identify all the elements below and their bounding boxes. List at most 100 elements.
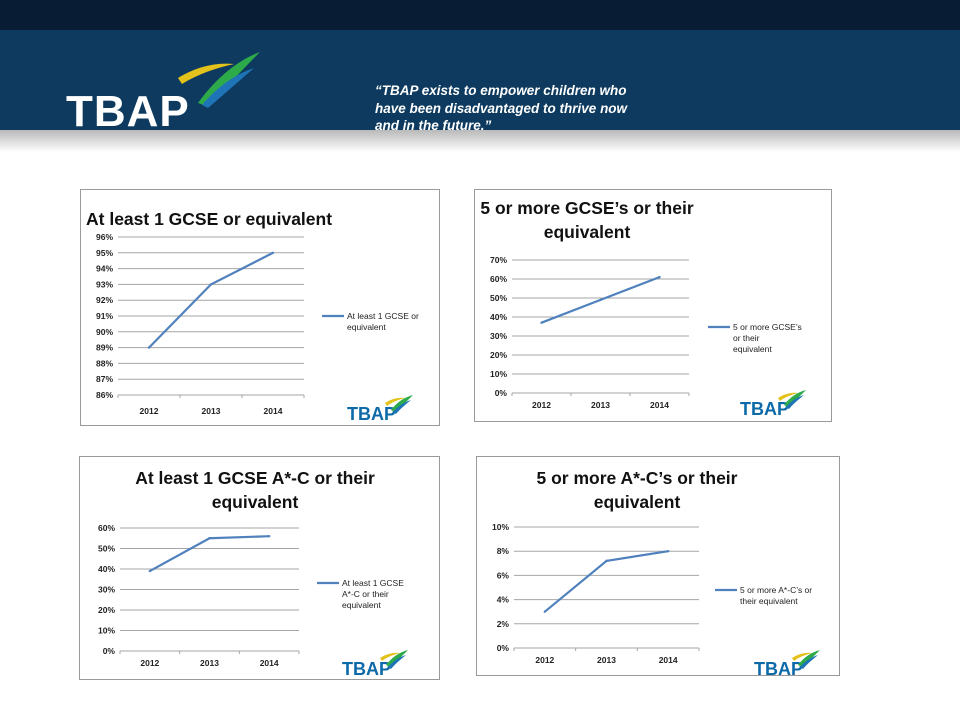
x-tick-label: 2013	[597, 655, 616, 665]
y-tick-label: 94%	[96, 264, 113, 274]
mini-logo-swoosh-yellow	[778, 392, 798, 401]
mission-quote: “TBAP exists to empower children who hav…	[375, 83, 628, 133]
line-chart: 0% 10% 20% 30% 40% 50% 60% 70% 2012 2013 2014 5 or …	[490, 255, 806, 419]
data-point	[271, 251, 275, 254]
chart-panel-gcse-ac-1: At least 1 GCSE A*-C or their equivalent…	[79, 456, 440, 680]
y-tick-label: 30%	[98, 585, 115, 595]
legend-label: 5 or more GCSE’s or their equivalent	[733, 322, 802, 354]
x-tick-label: 2014	[260, 658, 279, 668]
data-point	[267, 535, 271, 538]
y-tick-label: 91%	[96, 311, 113, 321]
chart-title: 5 or more GCSE’s or their equivalent	[480, 198, 694, 242]
y-tick-label: 50%	[490, 293, 507, 303]
y-tick-label: 0%	[497, 643, 510, 653]
chart-title: At least 1 GCSE A*-C or their equivalent	[135, 468, 375, 512]
chart-panel-gcse-5: 5 or more GCSE’s or their equivalent 0% 1…	[474, 189, 832, 422]
chart-title: At least 1 GCSE or equivalent	[86, 209, 333, 229]
legend-label: At least 1 GCSE or equivalent	[347, 311, 419, 332]
mini-logo-swoosh-green	[798, 650, 820, 667]
mini-logo-swoosh-yellow	[380, 652, 400, 661]
y-tick-label: 30%	[490, 331, 507, 341]
y-tick-label: 70%	[490, 255, 507, 265]
mini-logo-swoosh-blue	[388, 655, 406, 669]
mini-logo-swoosh-green	[391, 395, 413, 412]
mini-logo-swoosh-yellow	[792, 652, 812, 661]
chart-title: 5 or more A*-C’s or their equivalent	[536, 468, 738, 512]
y-tick-label: 96%	[96, 232, 113, 242]
y-tick-label: 0%	[495, 388, 508, 398]
header-banner: TBAP “TBAP exists to empower children wh…	[0, 30, 960, 134]
mini-logo-swoosh-blue	[800, 655, 818, 669]
x-tick-label: 2012	[535, 655, 554, 665]
legend-label: 5 or more A*-C’s or their equivalent	[740, 585, 812, 606]
y-tick-label: 86%	[96, 390, 113, 400]
y-tick-label: 4%	[497, 595, 510, 605]
y-tick-label: 60%	[490, 274, 507, 284]
y-tick-label: 2%	[497, 619, 510, 629]
line-chart: 0% 2% 4% 6% 8% 10% 2012 2013 2014 5 or more A*-C’…	[492, 522, 820, 675]
x-tick-label: 2013	[200, 658, 219, 668]
y-tick-label: 8%	[497, 546, 510, 556]
mini-logo-swoosh-blue	[393, 400, 411, 414]
mini-logo-text: TBAP	[342, 659, 391, 679]
logo-swoosh-blue	[202, 68, 254, 108]
y-tick-label: 50%	[98, 544, 115, 554]
x-tick-label: 2012	[140, 658, 159, 668]
y-tick-label: 10%	[98, 626, 115, 636]
mini-logo-swoosh-yellow	[385, 397, 405, 406]
y-tick-label: 90%	[96, 327, 113, 337]
y-tick-label: 6%	[497, 570, 510, 580]
mini-logo-text: TBAP	[740, 399, 789, 419]
data-point	[543, 610, 547, 613]
x-tick-label: 2012	[532, 400, 551, 410]
line-chart: 0% 10% 20% 30% 40% 50% 60% 2012 2013 2014 At least…	[98, 523, 408, 679]
x-tick-label: 2014	[659, 655, 678, 665]
top-strip	[0, 0, 960, 30]
x-tick-label: 2014	[650, 400, 669, 410]
y-tick-label: 20%	[98, 605, 115, 615]
tbap-mini-logo: TBAP	[740, 390, 806, 419]
data-point	[148, 569, 152, 573]
y-tick-label: 20%	[490, 350, 507, 360]
data-point	[208, 537, 211, 540]
data-point	[605, 559, 608, 563]
y-tick-label: 88%	[96, 358, 113, 368]
data-point	[209, 283, 213, 286]
mini-logo-text: TBAP	[347, 404, 396, 424]
y-tick-label: 0%	[103, 646, 116, 656]
tbap-mini-logo: TBAP	[342, 650, 408, 679]
logo-text: TBAP	[66, 87, 190, 134]
x-tick-label: 2012	[140, 406, 159, 416]
y-tick-label: 40%	[490, 312, 507, 322]
mini-logo-swoosh-blue	[786, 395, 804, 409]
y-tick-label: 10%	[492, 522, 509, 532]
x-tick-label: 2014	[264, 406, 283, 416]
data-point	[666, 550, 670, 553]
chart-panel-gcse-1: At least 1 GCSE or equivalent 86% 87% 88% 8…	[80, 189, 440, 426]
header-shadow	[0, 130, 960, 152]
data-point	[658, 275, 661, 279]
y-tick-label: 89%	[96, 343, 113, 353]
y-tick-label: 60%	[98, 523, 115, 533]
x-tick-label: 2013	[202, 406, 221, 416]
tbap-logo: TBAP	[66, 52, 260, 134]
y-tick-label: 93%	[96, 279, 113, 289]
data-point	[599, 298, 602, 302]
mini-logo-swoosh-green	[784, 390, 806, 407]
data-point	[540, 321, 543, 324]
logo-swoosh-yellow	[178, 63, 234, 84]
y-tick-label: 92%	[96, 295, 113, 305]
y-tick-label: 40%	[98, 564, 115, 574]
y-tick-label: 95%	[96, 248, 113, 258]
x-tick-label: 2013	[591, 400, 610, 410]
logo-swoosh-green	[198, 52, 260, 106]
y-tick-label: 10%	[490, 369, 507, 379]
data-point	[147, 346, 151, 349]
tbap-mini-logo: TBAP	[754, 650, 820, 675]
line-chart: 86% 87% 88% 89% 90% 91% 92% 93% 94% 95% 96% 2012 201…	[96, 232, 419, 424]
y-tick-label: 87%	[96, 374, 113, 384]
series-line	[149, 535, 270, 573]
tbap-mini-logo: TBAP	[347, 395, 413, 424]
mini-logo-text: TBAP	[754, 659, 803, 675]
chart-panel-ac-5: 5 or more A*-C’s or their equivalent 0% 2…	[476, 456, 840, 676]
